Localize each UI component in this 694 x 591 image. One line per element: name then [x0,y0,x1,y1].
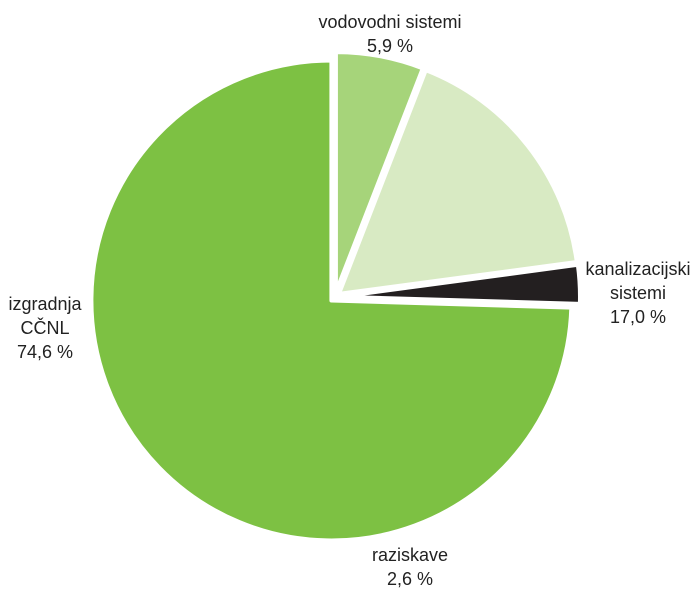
slice-value: 2,6 % [386,569,434,589]
pie-slice-0 [333,50,425,295]
pie-slice-1 [336,68,579,296]
slice-label-line: izgradnja [8,294,82,314]
slice-label-vodovodni-sistemi: vodovodni sistemi 5,9 % [300,10,480,58]
slice-label-line: kanalizacijski [585,259,691,279]
slice-label-line: CČNL [20,318,70,338]
slice-value: 17,0 % [609,307,667,327]
slice-value: 74,6 % [16,342,74,362]
pie-slice-3 [89,58,574,543]
slice-label-line: vodovodni sistemi [318,12,462,32]
slice-label-izgradnja-ccnl: izgradnja CČNL 74,6 % [0,292,90,364]
slice-label-line: sistemi [609,283,666,303]
slice-value: 5,9 % [366,36,414,56]
slice-label-line: raziskave [371,545,449,565]
slice-label-raziskave: raziskave 2,6 % [355,543,465,591]
pie-slice-2 [337,262,582,306]
slice-label-kanalizacijski-sistemi: kanalizacijski sistemi 17,0 % [583,257,693,329]
